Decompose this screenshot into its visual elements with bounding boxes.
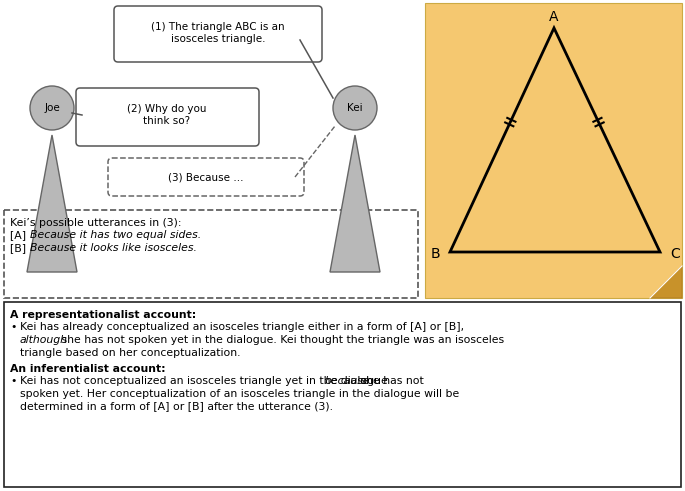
Polygon shape [330, 135, 380, 272]
Text: she has not: she has not [357, 377, 424, 386]
Text: triangle based on her conceptualization.: triangle based on her conceptualization. [20, 348, 240, 357]
FancyBboxPatch shape [114, 6, 322, 62]
FancyBboxPatch shape [76, 88, 259, 146]
Text: Kei has already conceptualized an isosceles triangle either in a form of [A] or : Kei has already conceptualized an isosce… [20, 323, 464, 332]
Text: (3) Because …: (3) Because … [169, 172, 244, 182]
Text: B: B [430, 247, 440, 261]
Text: Joe: Joe [44, 103, 60, 113]
Text: determined in a form of [A] or [B] after the utterance (3).: determined in a form of [A] or [B] after… [20, 402, 333, 411]
Text: An inferentialist account:: An inferentialist account: [10, 364, 166, 374]
Text: •: • [10, 323, 16, 332]
Text: Because it has two equal sides.: Because it has two equal sides. [30, 230, 201, 241]
Text: Because it looks like isosceles.: Because it looks like isosceles. [30, 243, 197, 253]
Text: A representationalist account:: A representationalist account: [10, 310, 196, 320]
Text: Kei’s possible utterances in (3):: Kei’s possible utterances in (3): [10, 218, 182, 228]
Circle shape [333, 86, 377, 130]
Text: [B]: [B] [10, 243, 29, 253]
Circle shape [30, 86, 74, 130]
Text: A: A [549, 10, 559, 24]
FancyBboxPatch shape [425, 3, 682, 298]
Text: Kei has not conceptualized an isosceles triangle yet in the dialogue: Kei has not conceptualized an isosceles … [20, 377, 391, 386]
Text: isosceles triangle.: isosceles triangle. [171, 34, 265, 44]
Polygon shape [650, 266, 682, 298]
Text: think so?: think so? [143, 116, 190, 126]
Text: (2) Why do you: (2) Why do you [127, 104, 207, 114]
Text: although: although [20, 335, 68, 345]
Text: she has not spoken yet in the dialogue. Kei thought the triangle was an isoscele: she has not spoken yet in the dialogue. … [58, 335, 504, 345]
Text: [A]: [A] [10, 230, 29, 241]
FancyBboxPatch shape [4, 210, 418, 298]
Text: because: because [325, 377, 371, 386]
Text: •: • [10, 377, 16, 386]
Text: spoken yet. Her conceptualization of an isosceles triangle in the dialogue will : spoken yet. Her conceptualization of an … [20, 389, 459, 399]
FancyBboxPatch shape [4, 302, 681, 487]
Text: C: C [670, 247, 680, 261]
Text: Kei: Kei [347, 103, 363, 113]
Text: (1) The triangle ABC is an: (1) The triangle ABC is an [151, 22, 285, 32]
Polygon shape [27, 135, 77, 272]
FancyBboxPatch shape [108, 158, 304, 196]
